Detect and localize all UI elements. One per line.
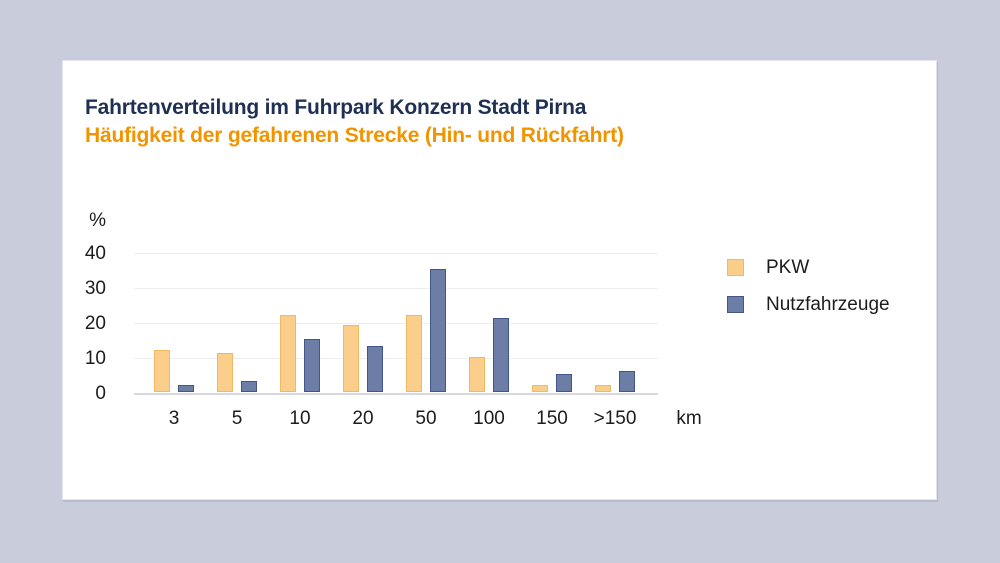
legend-label-nutzfahrzeuge: Nutzfahrzeuge (766, 293, 890, 315)
x-tick-label-gt-150: >150 (593, 408, 637, 429)
x-tick-label-3: 3 (168, 408, 180, 429)
gridline-20 (134, 323, 658, 324)
legend-item-pkw: PKW (727, 255, 809, 280)
y-tick-label-20: 20 (84, 313, 106, 334)
pkw-bar-150 (532, 385, 548, 392)
nutzfahrzeuge-bar-50 (430, 269, 446, 392)
x-tick-label-50: 50 (415, 408, 437, 429)
gridline-30 (134, 288, 658, 289)
pkw-bar-50 (406, 315, 422, 392)
nutzfahrzeuge-bar-150 (556, 374, 572, 392)
x-axis-unit-label: km (676, 408, 702, 429)
legend-item-nutzfahrzeuge: Nutzfahrzeuge (727, 292, 890, 317)
chart-card: Fahrtenverteilung im Fuhrpark Konzern St… (62, 60, 937, 500)
legend-swatch-pkw (727, 259, 744, 276)
pkw-bar-10 (280, 315, 296, 392)
x-tick-label-100: 100 (473, 408, 505, 429)
gridlines-layer (63, 61, 936, 499)
x-axis-labels: 3 5 10 20 50 100 150 >150 (63, 61, 936, 499)
pkw-bar-100 (469, 357, 485, 392)
bars-layer (63, 61, 936, 499)
legend-label-pkw: PKW (766, 256, 810, 278)
pkw-bar-5 (217, 353, 233, 392)
x-axis-baseline (134, 393, 658, 395)
chart-subtitle: Häufigkeit der gefahrenen Strecke (Hin- … (85, 124, 624, 147)
pkw-bar-3 (154, 350, 170, 392)
nutzfahrzeuge-bar-20 (367, 346, 383, 392)
nutzfahrzeuge-bar-10 (304, 339, 320, 392)
pkw-bar-20 (343, 325, 359, 392)
y-tick-label-40: 40 (84, 243, 106, 264)
y-tick-label-0: 0 (95, 383, 106, 404)
x-tick-label-10: 10 (289, 408, 311, 429)
nutzfahrzeuge-bar-100 (493, 318, 509, 392)
chart-header: Fahrtenverteilung im Fuhrpark Konzern St… (85, 94, 624, 150)
y-axis-labels: 0 10 20 30 40 (63, 61, 936, 499)
x-tick-label-20: 20 (352, 408, 374, 429)
chart-title: Fahrtenverteilung im Fuhrpark Konzern St… (85, 96, 587, 119)
y-tick-label-10: 10 (84, 348, 106, 369)
nutzfahrzeuge-bar-3 (178, 385, 194, 392)
nutzfahrzeuge-bar-gt-150 (619, 371, 635, 392)
nutzfahrzeuge-bar-5 (241, 381, 257, 392)
gridline-10 (134, 358, 658, 359)
y-tick-label-30: 30 (84, 278, 106, 299)
gridline-40 (134, 253, 658, 254)
x-tick-label-150: 150 (536, 408, 568, 429)
chart-legend: PKW Nutzfahrzeuge (63, 61, 936, 499)
pkw-bar-gt-150 (595, 385, 611, 392)
y-axis-unit-label: % (89, 210, 106, 231)
legend-swatch-nutzfahrzeuge (727, 296, 744, 313)
x-tick-label-5: 5 (231, 408, 243, 429)
